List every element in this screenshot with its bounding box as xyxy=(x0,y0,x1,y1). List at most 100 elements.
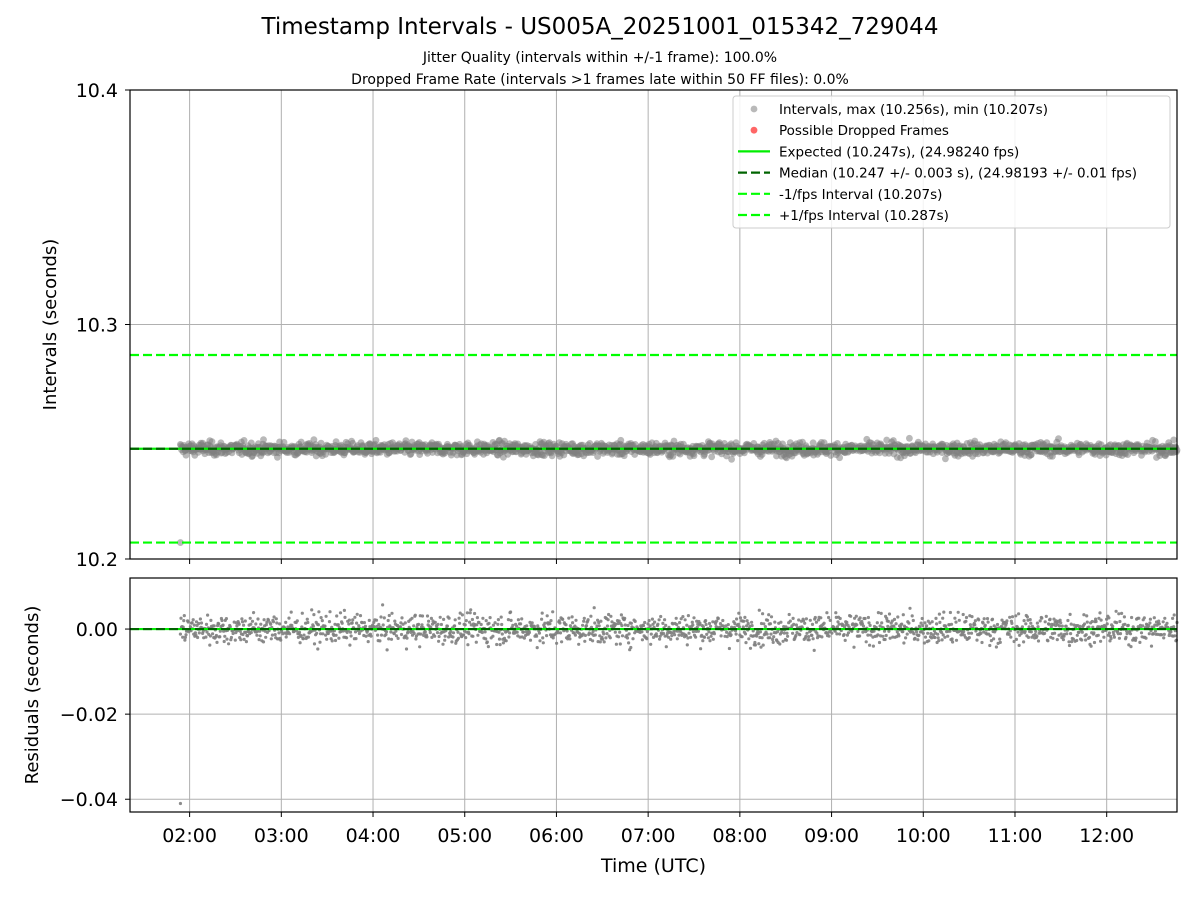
data-point xyxy=(711,637,715,641)
data-point xyxy=(458,611,462,615)
data-point xyxy=(1105,622,1109,626)
data-point xyxy=(926,631,930,635)
data-point xyxy=(1049,625,1053,629)
data-point xyxy=(1092,631,1096,635)
data-point xyxy=(568,624,573,628)
data-point xyxy=(353,630,358,634)
data-point xyxy=(941,616,945,620)
data-point xyxy=(1048,617,1052,621)
data-point xyxy=(507,635,511,639)
data-point xyxy=(1061,638,1065,642)
data-point xyxy=(389,630,393,634)
data-point xyxy=(760,636,764,640)
data-point xyxy=(284,635,288,639)
data-point xyxy=(1090,619,1094,624)
legend-entry-label: Possible Dropped Frames xyxy=(779,123,949,139)
data-point xyxy=(779,620,783,624)
data-point xyxy=(629,645,633,650)
data-point xyxy=(937,639,941,643)
data-point xyxy=(969,631,974,635)
data-point xyxy=(384,632,388,637)
data-point xyxy=(1055,638,1059,642)
data-point xyxy=(1059,621,1063,625)
data-point xyxy=(961,612,965,617)
data-point xyxy=(367,618,371,623)
data-point xyxy=(1120,611,1124,616)
data-point xyxy=(450,640,454,644)
data-point xyxy=(399,632,404,637)
x-tick-label: 07:00 xyxy=(621,825,676,847)
data-point xyxy=(953,616,957,620)
data-point xyxy=(336,623,340,627)
data-point xyxy=(1046,639,1050,643)
data-point xyxy=(396,623,400,628)
data-point xyxy=(322,450,329,458)
data-point xyxy=(776,630,780,634)
data-point xyxy=(998,640,1002,645)
data-point xyxy=(435,631,440,635)
data-point xyxy=(911,618,915,623)
data-point xyxy=(1096,633,1100,637)
data-point xyxy=(470,617,474,622)
data-point xyxy=(706,636,711,640)
data-point xyxy=(1111,630,1115,635)
data-point xyxy=(181,625,185,629)
data-point xyxy=(418,645,422,649)
data-point xyxy=(540,617,544,621)
data-point xyxy=(771,640,775,645)
data-point xyxy=(362,621,366,625)
data-point xyxy=(906,434,913,442)
data-point xyxy=(486,645,490,649)
data-point xyxy=(516,618,521,622)
data-point xyxy=(647,619,651,623)
data-point xyxy=(466,643,470,647)
data-point xyxy=(836,620,840,624)
data-point xyxy=(942,455,949,463)
data-point xyxy=(716,616,720,621)
data-point xyxy=(1152,616,1156,620)
data-point xyxy=(707,621,712,626)
data-point xyxy=(923,621,927,625)
data-point xyxy=(834,611,838,615)
data-point xyxy=(902,641,906,645)
x-axis-label: Time (UTC) xyxy=(600,855,706,877)
data-point xyxy=(664,623,668,628)
data-point xyxy=(412,624,416,628)
data-point xyxy=(669,637,673,641)
data-point xyxy=(1023,629,1027,633)
data-point xyxy=(240,437,248,444)
data-point xyxy=(901,613,905,617)
data-point xyxy=(846,631,851,635)
data-point xyxy=(500,622,504,627)
data-point xyxy=(1107,631,1111,635)
data-point xyxy=(921,624,925,628)
data-point xyxy=(974,629,978,633)
data-point xyxy=(548,452,556,460)
data-point xyxy=(425,635,429,639)
data-point xyxy=(425,614,430,618)
data-point xyxy=(1044,614,1048,619)
data-point xyxy=(1115,621,1119,625)
data-point xyxy=(206,613,210,617)
data-point xyxy=(609,614,613,618)
data-point xyxy=(620,624,624,628)
data-point xyxy=(372,625,376,629)
data-point xyxy=(822,621,826,625)
data-point xyxy=(747,637,751,641)
data-point xyxy=(998,637,1002,641)
data-point xyxy=(231,631,235,636)
data-point xyxy=(1080,630,1084,634)
data-point xyxy=(249,622,253,626)
data-point xyxy=(420,614,425,618)
data-point xyxy=(1014,614,1018,618)
data-point xyxy=(838,632,842,636)
data-point xyxy=(321,632,325,636)
data-point xyxy=(1122,615,1126,619)
data-point xyxy=(1035,634,1039,638)
data-point xyxy=(1171,616,1175,621)
data-point xyxy=(1069,632,1073,636)
data-point xyxy=(194,620,199,624)
data-point xyxy=(275,621,279,625)
data-point xyxy=(537,631,542,635)
